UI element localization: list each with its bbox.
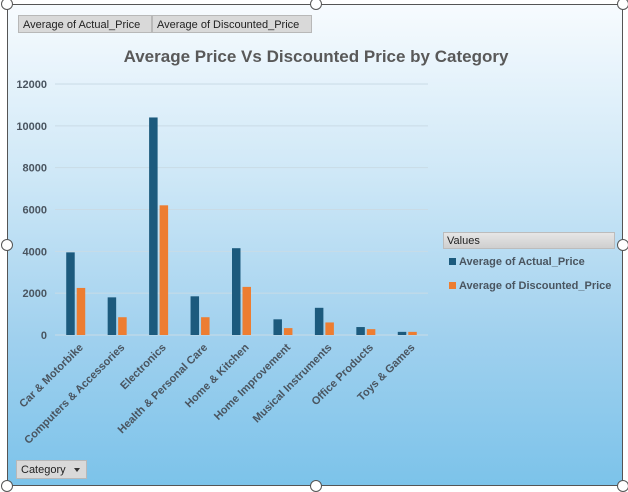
bar-discounted-price[interactable] [366, 329, 376, 335]
legend-swatch-actual [449, 258, 456, 265]
bar-actual-price[interactable] [314, 307, 324, 335]
resize-handle-bottom-center[interactable] [310, 480, 322, 492]
legend-header[interactable]: Values [443, 232, 615, 249]
resize-handle-bottom-left[interactable] [1, 480, 13, 492]
gridlines [55, 83, 428, 336]
y-tick-label: 8000 [23, 163, 47, 175]
category-filter-label: Category [21, 464, 66, 476]
y-tick-label: 2000 [23, 288, 47, 300]
bar-actual-price[interactable] [107, 297, 117, 335]
bar-actual-price[interactable] [397, 331, 407, 335]
bar-actual-price[interactable] [149, 117, 158, 335]
bar-discounted-price[interactable] [408, 331, 417, 335]
bar-actual-price[interactable] [190, 296, 200, 335]
field-button-actual-price[interactable]: Average of Actual_Price [18, 15, 152, 33]
bar-actual-price[interactable] [232, 248, 241, 335]
legend-swatch-discounted [449, 282, 456, 289]
chart-title: Average Price Vs Discounted Price by Cat… [124, 47, 509, 66]
y-tick-label: 4000 [23, 246, 47, 258]
legend-item-actual: Average of Actual_Price [449, 256, 585, 268]
bar-actual-price[interactable] [66, 252, 75, 335]
legend-label-discounted: Average of Discounted_Price [459, 280, 612, 292]
y-tick-label: 10000 [16, 121, 47, 133]
resize-handle-top-left[interactable] [1, 0, 13, 10]
bar-actual-price[interactable] [356, 327, 365, 335]
bar-discounted-price[interactable] [325, 322, 334, 335]
resize-handle-bottom-right[interactable] [617, 480, 628, 492]
y-axis-ticks: 0 2000 4000 6000 8000 10000 12000 [16, 79, 47, 342]
bar-discounted-price[interactable] [159, 205, 169, 335]
bars [66, 117, 417, 335]
x-category-label: Musical Instruments [251, 342, 335, 426]
y-tick-label: 12000 [16, 79, 47, 91]
resize-handle-top-right[interactable] [617, 0, 628, 10]
bar-discounted-price[interactable] [242, 286, 252, 335]
y-tick-label: 6000 [23, 205, 47, 217]
bar-discounted-price[interactable] [118, 317, 127, 335]
category-filter-button[interactable]: Category [16, 460, 87, 479]
y-tick-label: 0 [41, 330, 47, 342]
bar-actual-price[interactable] [273, 319, 282, 335]
resize-handle-middle-right[interactable] [617, 239, 628, 251]
resize-handle-middle-left[interactable] [1, 239, 13, 251]
x-category-label: Home Improvement [212, 341, 293, 422]
bar-discounted-price[interactable] [283, 328, 293, 335]
legend-item-discounted: Average of Discounted_Price [449, 280, 611, 292]
bar-discounted-price[interactable] [76, 287, 86, 335]
dropdown-arrow-icon [74, 468, 80, 472]
field-button-discounted-price[interactable]: Average of Discounted_Price [152, 15, 312, 33]
resize-handle-top-center[interactable] [310, 0, 322, 10]
legend-label-actual: Average of Actual_Price [459, 256, 585, 268]
bar-discounted-price[interactable] [201, 317, 210, 335]
